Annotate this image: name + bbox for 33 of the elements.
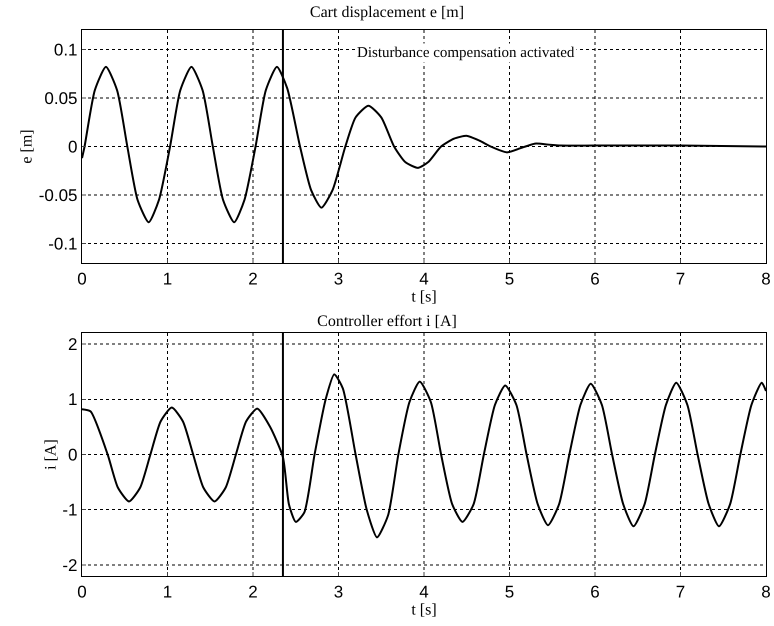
y-tick-label: 0: [68, 137, 78, 156]
x-tick-label: 1: [162, 270, 172, 288]
y-axis-title: i [A]: [42, 439, 60, 470]
y-tick-label: -0.1: [48, 234, 78, 254]
y-tick-label: 0.05: [44, 88, 78, 108]
ref-line-label: Disturbance compensation activated: [357, 45, 575, 61]
y-tick-label: -1: [62, 500, 78, 520]
x-axis-title: t [s]: [411, 602, 437, 618]
x-axis-title: t [s]: [411, 288, 437, 306]
y-tick-label: 2: [68, 335, 78, 354]
x-tick-label: 3: [334, 270, 344, 288]
x-tick-label: 2: [248, 270, 258, 288]
chart-title: Cart displacement e [m]: [310, 4, 464, 22]
x-tick-label: 6: [590, 270, 600, 288]
y-tick-label: 1: [68, 390, 78, 410]
y-tick-label: -2: [62, 556, 78, 575]
x-tick-label: 2: [248, 582, 258, 602]
y-tick-label: -0.05: [38, 186, 78, 205]
y-tick-label: 0: [68, 445, 78, 464]
x-tick-label: 1: [162, 582, 172, 602]
x-tick-label: 7: [676, 270, 686, 288]
x-tick-label: 3: [334, 582, 344, 602]
y-axis-title: e [m]: [18, 129, 36, 164]
x-tick-label: 8: [761, 270, 771, 288]
x-tick-label: 6: [590, 582, 600, 602]
x-tick-label: 7: [676, 582, 686, 602]
x-tick-label: 5: [504, 582, 514, 602]
x-tick-label: 8: [761, 582, 771, 602]
x-tick-label: 4: [419, 270, 429, 288]
y-tick-label: 0.1: [54, 40, 78, 60]
x-tick-label: 5: [504, 270, 514, 288]
chart-title: Controller effort i [A]: [317, 313, 457, 330]
x-tick-label: 4: [419, 582, 429, 602]
